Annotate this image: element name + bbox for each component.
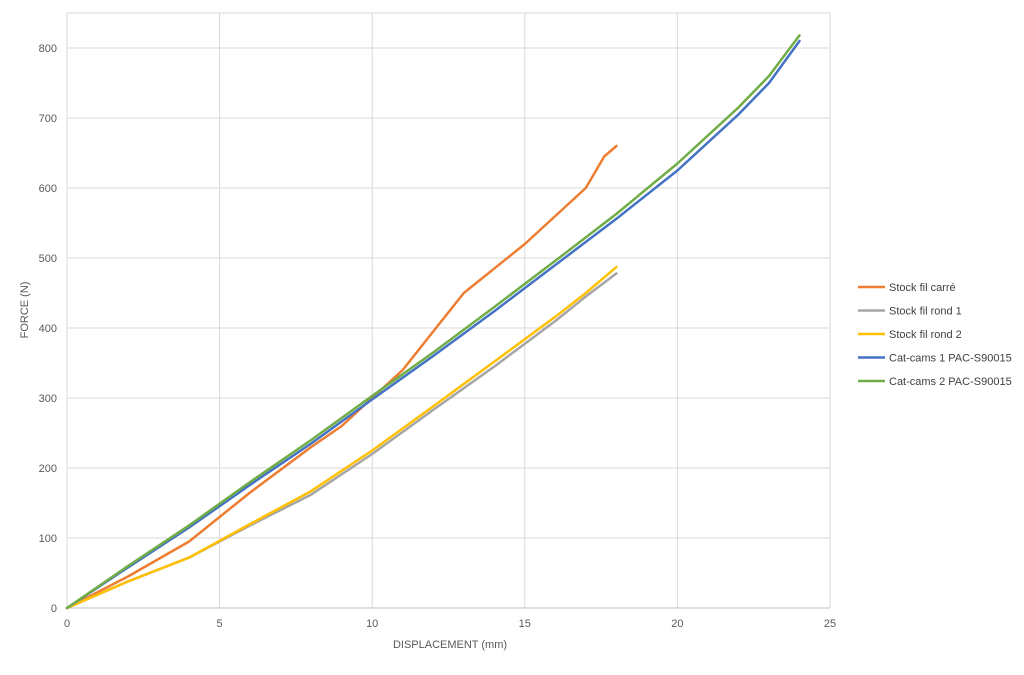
series-line-2 [65, 272, 618, 610]
y-tick-label: 500 [39, 253, 57, 265]
tick-labels: 0 100 200 300 400 500 600 700 800 0 5 10 15 20 25 [39, 43, 836, 630]
legend-label: Stock fil rond 2 [889, 329, 962, 341]
legend-item: Cat-cams 1 PAC-S90015 [858, 353, 1012, 365]
y-tick-label: 100 [39, 533, 57, 545]
legend-label: Cat-cams 2 PAC-S90015 [889, 376, 1012, 388]
series-lines [65, 34, 801, 610]
legend-item: Stock fil rond 2 [858, 329, 962, 341]
legend-item: Stock fil rond 1 [858, 306, 962, 318]
y-axis-title: FORCE (N) [19, 282, 31, 339]
x-tick-label: 25 [824, 618, 836, 630]
series-line-1 [65, 144, 618, 610]
series-line-3 [65, 265, 618, 610]
legend-item: Stock fil carré [858, 282, 956, 294]
y-tick-label: 700 [39, 113, 57, 125]
legend-item: Cat-cams 2 PAC-S90015 [858, 376, 1012, 388]
series-line-4 [65, 39, 801, 610]
y-tick-label: 0 [51, 603, 57, 615]
y-tick-label: 400 [39, 323, 57, 335]
legend: Stock fil carré Stock fil rond 1 Stock fil… [858, 282, 1012, 388]
legend-label: Cat-cams 1 PAC-S90015 [889, 353, 1012, 365]
y-tick-label: 200 [39, 463, 57, 475]
x-tick-label: 20 [671, 618, 683, 630]
x-tick-label: 0 [64, 618, 70, 630]
x-tick-label: 5 [217, 618, 223, 630]
y-tick-label: 800 [39, 43, 57, 55]
series-line-5 [65, 34, 801, 610]
x-axis-title: DISPLACEMENT (mm) [393, 639, 507, 651]
x-tick-label: 10 [366, 618, 378, 630]
x-tick-label: 15 [519, 618, 531, 630]
legend-label: Stock fil carré [889, 282, 956, 294]
y-tick-label: 300 [39, 393, 57, 405]
legend-label: Stock fil rond 1 [889, 306, 962, 318]
y-tick-label: 600 [39, 183, 57, 195]
grid [66, 12, 831, 609]
